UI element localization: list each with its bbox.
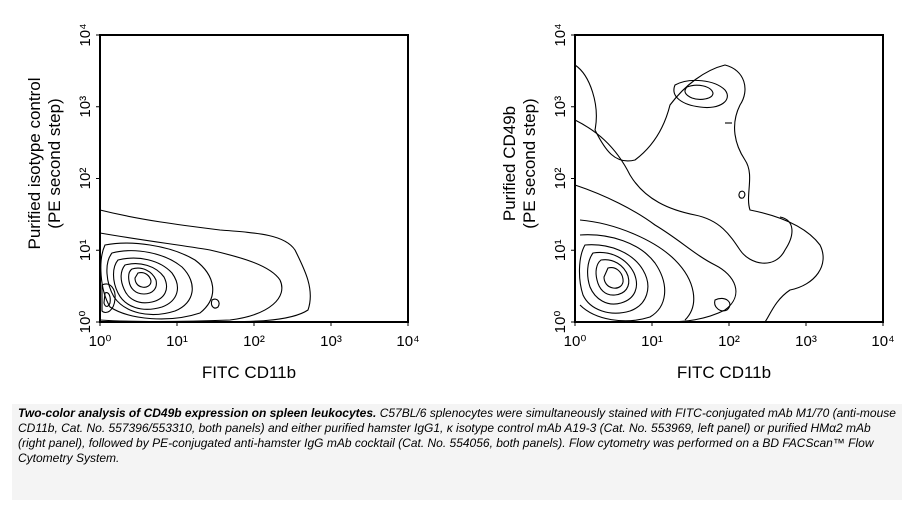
y-tick-label: 10² bbox=[77, 168, 94, 190]
x-tick-label: 10⁰ bbox=[89, 333, 112, 350]
y-tick-label: 10¹ bbox=[77, 239, 94, 261]
x-axis-label: FITC CD11b bbox=[202, 363, 296, 382]
x-tick-label: 10³ bbox=[795, 333, 817, 350]
y-axis-label: (PE second step) bbox=[520, 98, 539, 228]
x-tick-label: 10² bbox=[243, 333, 265, 350]
y-axis-label: Purified isotype control bbox=[25, 78, 44, 250]
x-tick-label: 10⁰ bbox=[564, 333, 587, 350]
y-tick-label: 10⁴ bbox=[77, 23, 94, 46]
x-tick-label: 10³ bbox=[320, 333, 342, 350]
y-axis-label: Purified CD49b bbox=[500, 106, 519, 221]
contours-right bbox=[574, 64, 824, 323]
plot-frame bbox=[574, 34, 884, 323]
contours-left bbox=[99, 209, 311, 323]
y-tick-label: 10¹ bbox=[552, 239, 569, 261]
x-tick-label: 10⁴ bbox=[396, 333, 419, 350]
y-axis-label: (PE second step) bbox=[45, 98, 64, 228]
caption-title: Two-color analysis of CD49b expression o… bbox=[18, 406, 377, 420]
y-tick-label: 10⁰ bbox=[77, 311, 94, 334]
plot-frame bbox=[99, 34, 409, 323]
x-tick-label: 10¹ bbox=[641, 333, 663, 350]
x-tick-label: 10² bbox=[718, 333, 740, 350]
x-tick-label: 10¹ bbox=[166, 333, 188, 350]
charts: 10⁰ 10¹ 10² 10³ 10⁴ 10⁰ 10¹ 10² 10³ 10⁴ FITC CD11b… bbox=[25, 23, 895, 382]
y-tick-label: 10³ bbox=[552, 96, 569, 118]
x-tick-label: 10⁴ bbox=[871, 333, 894, 350]
y-tick-label: 10² bbox=[552, 168, 569, 190]
caption-text: C57BL/6 splenocytes were simultaneously … bbox=[18, 406, 896, 465]
y-tick-label: 10³ bbox=[77, 96, 94, 118]
y-tick-label: 10⁰ bbox=[552, 311, 569, 334]
caption: Two-color analysis of CD49b expression o… bbox=[12, 404, 902, 500]
y-tick-label: 10⁴ bbox=[552, 23, 569, 46]
x-axis-label: FITC CD11b bbox=[677, 363, 771, 382]
